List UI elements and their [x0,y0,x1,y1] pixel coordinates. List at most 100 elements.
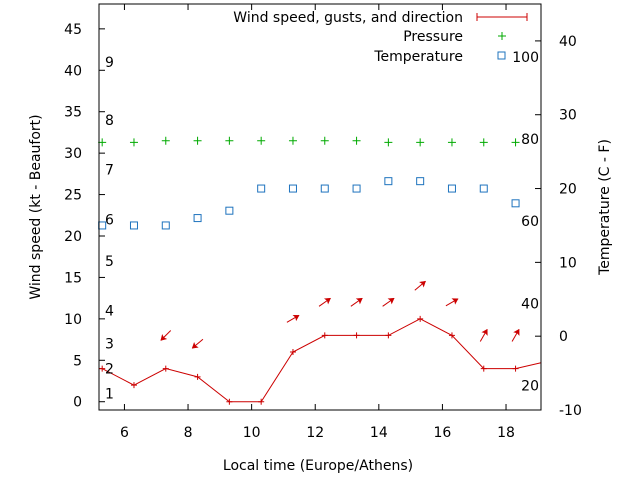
y-left-tick-label: 5 [73,353,82,369]
legend-swatch-temperature [497,51,506,60]
temperature-point [447,184,456,193]
arrow-head [419,280,426,288]
pressure-point [193,136,202,145]
beaufort-label: 2 [105,362,114,378]
temperature-point [129,221,138,230]
wind-point [448,332,455,339]
arrow-head [323,297,331,305]
pressure-point [447,138,456,147]
legend-label-pressure: Pressure [403,29,463,45]
pressure-point [288,136,297,145]
pressure-point [511,138,520,147]
plot-frame [98,3,542,411]
wind-direction-arrow [318,297,331,307]
beaufort-label: 3 [105,337,114,353]
temperature-point [416,177,425,186]
wind-point [321,332,328,339]
wind-point [512,365,519,372]
fahrenheit-label: 60 [521,214,539,230]
beaufort-label: 9 [105,55,114,71]
wind-point [130,382,137,389]
arrow-head [481,328,488,336]
wind-direction-arrow [479,328,488,342]
beaufort-label: 5 [105,254,114,270]
temperature-point [384,177,393,186]
wind-point [289,349,296,355]
y-right-tick-label: 30 [559,108,577,124]
wind-direction-arrow [191,338,204,349]
wind-line [99,318,542,403]
y-left-tick-label: 45 [64,22,82,38]
pressure-point [320,136,329,145]
x-tick-label: 10 [243,425,261,441]
wind-direction-arrow [350,297,363,307]
legend-label-temperature: Temperature [373,49,463,65]
beaufort-label: 6 [105,212,114,228]
wind-direction-arrow [511,328,520,342]
y-left-tick-label: 35 [64,105,82,121]
y-left-tick-label: 30 [64,146,82,162]
temperature-point [257,184,266,193]
temperature-point [288,184,297,193]
y-left-tick-label: 20 [64,229,82,245]
y-right-tick-label: 10 [559,255,577,271]
wind-point [385,332,392,339]
legend-swatch-pressure [498,32,506,40]
fahrenheit-label: 40 [521,297,539,313]
temperature-point [161,221,170,230]
x-axis-title: Local time (Europe/Athens) [223,458,413,474]
wind-point [194,373,201,380]
y-left-tick-label: 10 [64,312,82,328]
temperature-point [320,184,329,193]
wind-point [226,398,233,405]
temperature-point [511,199,520,208]
beaufort-label: 1 [105,386,114,402]
wind-point [353,332,360,339]
arrow-head [191,341,199,349]
pressure-point [352,136,361,145]
pressure-point [479,138,488,147]
pressure-point [257,136,266,145]
temperature-point [193,214,202,223]
arrow-head [292,314,300,322]
fahrenheit-label: 80 [521,132,539,148]
fahrenheit-label: 20 [521,379,539,395]
x-tick-label: 6 [120,425,129,441]
beaufort-label: 8 [105,113,114,129]
wind-point [417,315,424,322]
pressure-point [384,138,393,147]
y-right-axis-title: Temperature (C - F) [597,139,613,276]
y-left-tick-label: 40 [64,63,82,79]
x-tick-label: 18 [497,425,515,441]
wind-point [480,365,487,372]
beaufort-label: 7 [105,163,114,179]
y-right-tick-label: 20 [559,182,577,198]
wind-direction-arrow [445,298,459,307]
y-left-tick-label: 15 [64,270,82,286]
y-left-tick-label: 25 [64,188,82,204]
y-right-tick-label: 40 [559,34,577,50]
pressure-point [416,138,425,147]
temperature-point [479,184,488,193]
fahrenheit-label: 100 [512,50,539,66]
legend: Wind speed, gusts, and direction Pressur… [233,10,528,65]
wind-direction-arrow [382,297,395,307]
pressure-point [98,138,107,147]
x-tick-label: 12 [306,425,324,441]
arrow-head [513,328,520,336]
pressure-point [161,136,170,145]
beaufort-label: 4 [105,304,114,320]
wind-point [258,398,265,405]
arrow-head [160,334,168,341]
arrow-head [387,297,395,305]
temperature-point [225,206,234,215]
legend-label-wind: Wind speed, gusts, and direction [233,10,463,26]
pressure-point [225,136,234,145]
arrow-head [451,298,459,305]
x-tick-label: 14 [370,425,388,441]
y-right-tick-label: -10 [559,403,582,419]
wind-direction-arrow [286,314,300,323]
y-left-axis-title: Wind speed (kt - Beaufort) [28,114,44,299]
arrow-head [355,297,363,305]
